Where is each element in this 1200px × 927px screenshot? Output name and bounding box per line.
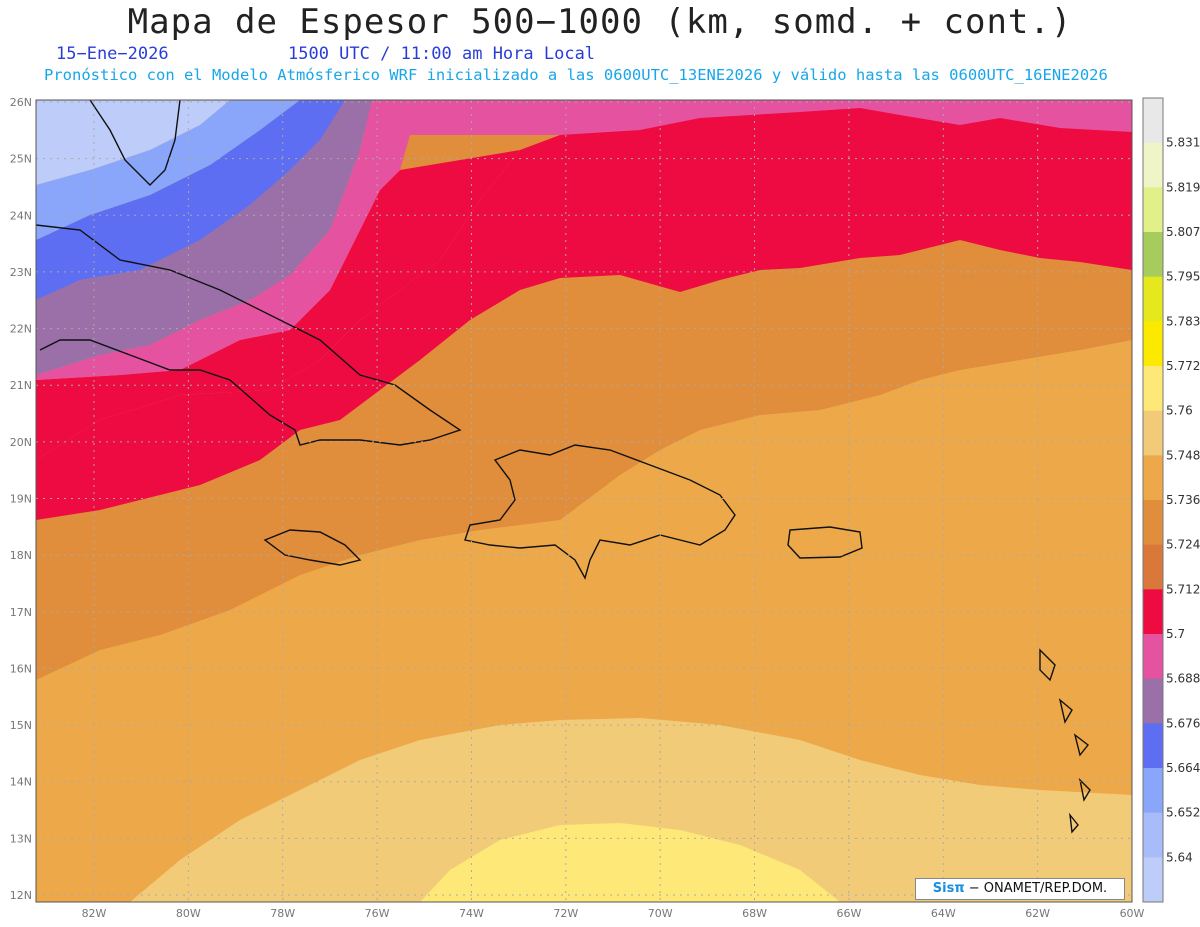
lon-tick-label: 82W [82,907,107,920]
lat-tick-label: 12N [10,889,32,902]
band-5712-red-west [36,150,520,460]
colorbar-label: 5.688 [1166,672,1200,686]
lon-tick-label: 66W [836,907,861,920]
colorbar-swatch [1143,276,1163,322]
lon-tick-label: 78W [270,907,295,920]
lat-tick-label: 16N [10,662,32,675]
lon-tick-label: 74W [459,907,484,920]
band-5760 [420,823,840,902]
colorbar-label: 5.664 [1166,761,1200,775]
forecast-time: 1500 UTC / 11:00 am Hora Local [288,44,596,64]
colorbar-label: 5.783 [1166,314,1200,328]
colorbar-label: 5.64 [1166,850,1193,864]
colorbar-label: 5.7 [1166,627,1185,641]
colorbar-swatch [1143,321,1163,367]
lat-tick-label: 18N [10,549,32,562]
lon-tick-label: 76W [365,907,390,920]
colorbar-swatch [1143,544,1163,590]
colorbar-label: 5.736 [1166,493,1200,507]
colorbar-swatch [1143,768,1163,814]
lon-tick-label: 70W [648,907,673,920]
band-5748 [130,718,1132,902]
band-5676 [36,100,345,300]
colorbar-swatch [1143,589,1163,635]
cuba-coast [35,224,462,446]
colorbar-swatch [1143,455,1163,501]
colorbar-label: 5.712 [1166,582,1200,596]
colorbar-swatch [1143,678,1163,724]
band-5700-west [36,100,420,380]
florida-coast [89,99,181,186]
colorbar-swatch [1143,812,1163,858]
band-5688 [36,100,372,375]
lat-tick-label: 14N [10,776,32,789]
lat-tick-label: 17N [10,606,32,619]
puerto-rico-coast [787,526,863,559]
colorbar-label: 5.652 [1166,806,1200,820]
lat-tick-label: 24N [10,209,32,222]
colorbar-swatch [1143,366,1163,412]
coastlines [35,99,1091,834]
lon-tick-labels: 82W 80W 78W 76W 74W 72W 70W 68W 66W 64W 62W 60W [82,907,1145,920]
lesser-antilles [1039,648,1091,834]
lon-tick-label: 80W [176,907,201,920]
lon-tick-label: 72W [553,907,578,920]
colorbar-swatch [1143,187,1163,233]
lat-tick-label: 26N [10,96,32,109]
lat-tick-label: 22N [10,323,32,336]
colorbar-label: 5.724 [1166,538,1200,552]
credit-label: − ONAMET/REP.DOM. [968,881,1108,896]
colorbar-swatch [1143,142,1163,188]
band-5712-red [36,108,1132,520]
colorbar-label: 5.819 [1166,180,1200,194]
lon-tick-label: 60W [1120,907,1145,920]
lat-tick-label: 25N [10,153,32,166]
colorbar-swatch [1143,98,1163,144]
colorbar-swatch [1143,857,1163,903]
lat-tick-label: 23N [10,266,32,279]
colorbar-label: 5.76 [1166,404,1193,418]
colorbar-swatch [1143,232,1163,278]
colorbar-label: 5.676 [1166,716,1200,730]
colorbar-label: 5.807 [1166,225,1200,239]
colorbar-frame [1142,97,1164,903]
lat-tick-label: 13N [10,832,32,845]
colorbar-swatch [1143,723,1163,769]
colorbar: 5.831 5.819 5.807 5.795 5.783 5.772 5.76 5.748 5… [1142,97,1200,903]
brand-label: Sisπ [932,881,965,896]
credit-box: Sisπ − ONAMET/REP.DOM. [915,878,1125,900]
map-frame [35,99,1133,903]
band-5652 [36,100,230,185]
colorbar-label: 5.795 [1166,270,1200,284]
lat-tick-labels: 26N 25N 24N 23N 22N 21N 20N 19N 18N 17N 16N 15N 14N 1… [10,96,32,902]
lat-tick-label: 19N [10,493,32,506]
page-title: Mapa de Espesor 500−1000 (km, somd. + co… [127,2,1073,42]
colorbar-label: 5.831 [1166,136,1200,150]
lon-tick-label: 62W [1025,907,1050,920]
forecast-description: Pronóstico con el Modelo Atmósferico WRF… [44,66,1108,84]
jamaica-coast [263,529,362,566]
lat-tick-label: 20N [10,436,32,449]
colorbar-swatch [1143,634,1163,680]
forecast-date: 15−Ene−2026 [56,44,169,64]
colorbar-label: 5.772 [1166,359,1200,373]
lon-tick-label: 68W [742,907,767,920]
colorbar-swatch [1143,410,1163,456]
contour-fill [36,100,1132,902]
lon-tick-label: 64W [931,907,956,920]
lat-tick-label: 15N [10,719,32,732]
colorbar-label: 5.748 [1166,448,1200,462]
lat-tick-label: 21N [10,379,32,392]
colorbar-swatch [1143,500,1163,546]
band-5664 [36,100,300,240]
hispaniola-coast [464,444,736,580]
